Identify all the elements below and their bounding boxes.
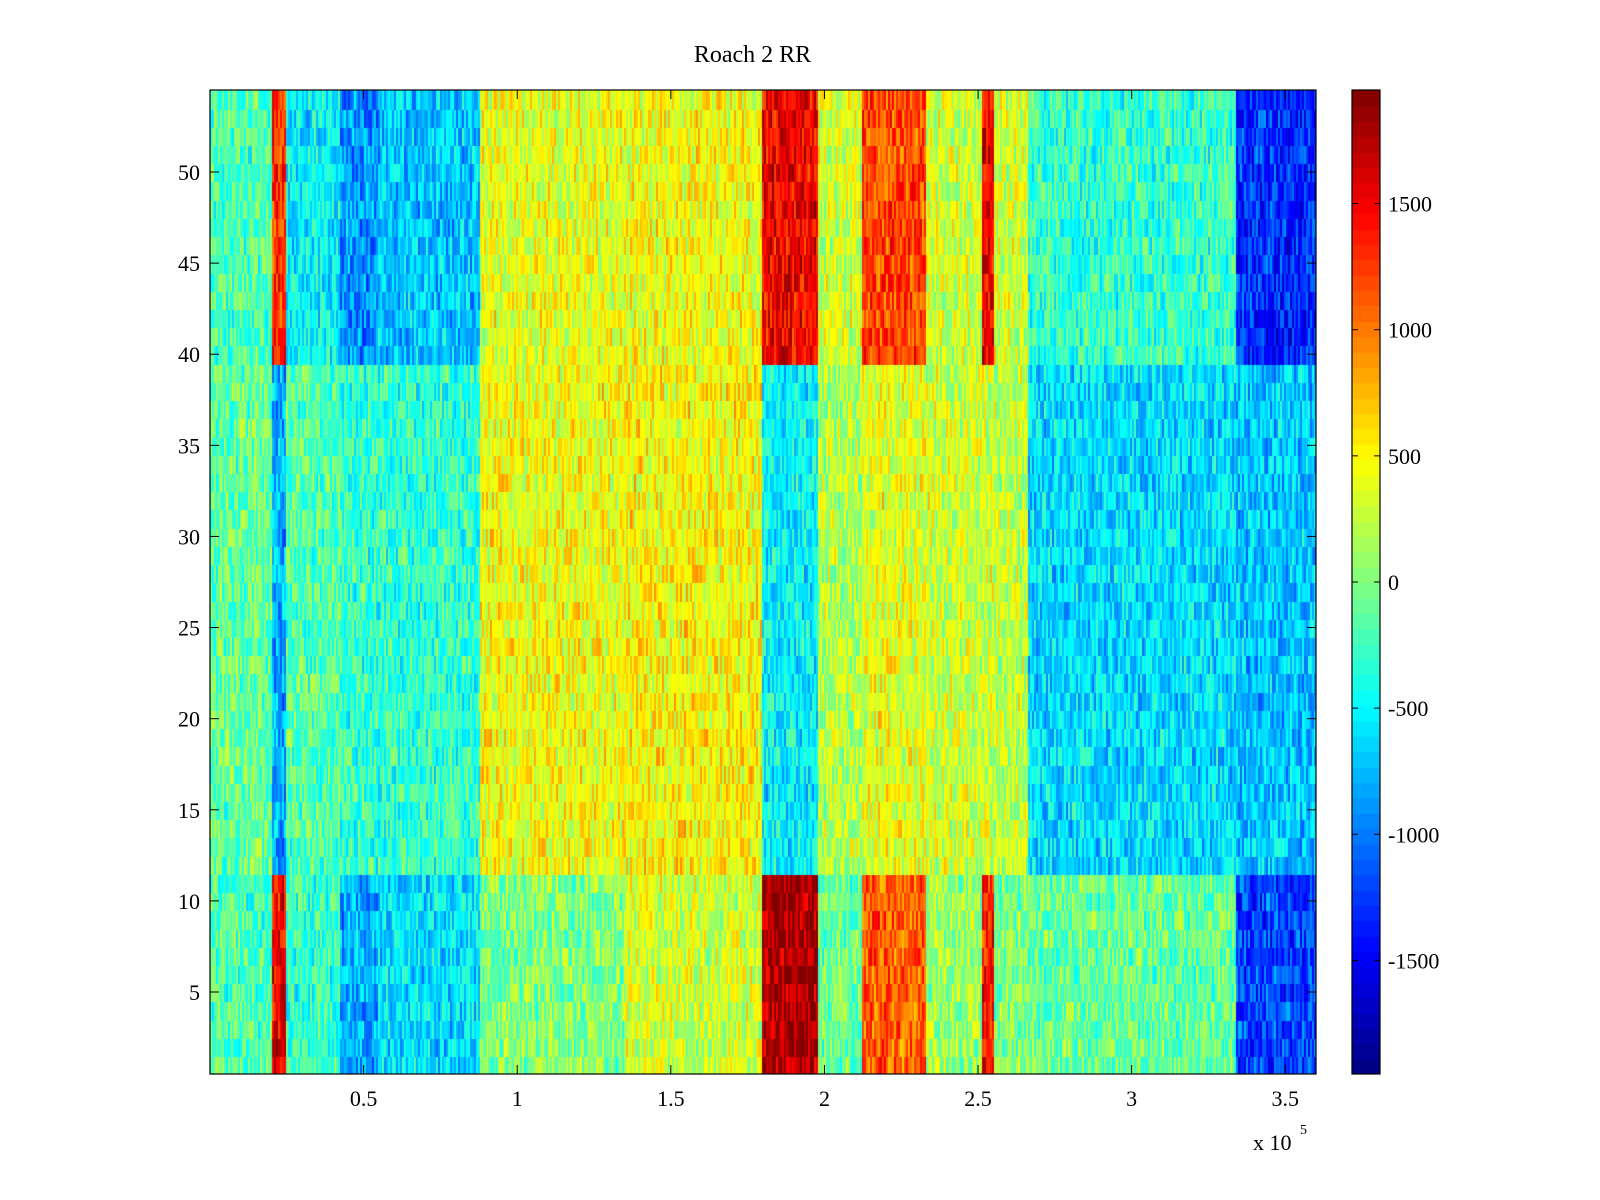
y-axis: 5 10 15 20 25 30 35 40 45 50 (178, 160, 1316, 1005)
x-tick-label: 3 (1126, 1086, 1137, 1111)
y-tick-label: 35 (178, 433, 200, 458)
colorbar-tick-label: -1000 (1388, 822, 1439, 847)
colorbar-tick-label: -500 (1388, 696, 1428, 721)
y-tick-label: 15 (178, 798, 200, 823)
y-tick-label: 5 (189, 980, 200, 1005)
colorbar-tick-label: -1500 (1388, 948, 1439, 973)
y-tick-label: 40 (178, 342, 200, 367)
chart-title: Roach 2 RR (693, 42, 812, 68)
colorbar-tick-label: 0 (1388, 570, 1399, 595)
x-axis: 0.5 1 1.5 2 2.5 3 3.5 (350, 90, 1299, 1111)
plot-frame (209, 89, 1317, 1075)
y-tick-label: 30 (178, 524, 200, 549)
colorbar-axis: -1500 -1000 -500 0 500 1000 1500 (1352, 192, 1439, 973)
x-tick-label: 1.5 (657, 1086, 685, 1111)
y-tick-label: 45 (178, 251, 200, 276)
x-tick-label: 2.5 (964, 1086, 992, 1111)
x-tick-label: 3.5 (1272, 1086, 1300, 1111)
x-tick-label: 0.5 (350, 1086, 378, 1111)
y-tick-label: 10 (178, 889, 200, 914)
colorbar-tick-label: 1000 (1388, 318, 1432, 343)
x-multiplier-label: x 10 (1253, 1130, 1292, 1155)
y-tick-label: 50 (178, 160, 200, 185)
heatmap-image (210, 90, 1316, 1074)
x-multiplier-exponent: 5 (1300, 1123, 1307, 1138)
x-tick-label: 1 (512, 1086, 523, 1111)
y-tick-label: 20 (178, 707, 200, 732)
x-tick-label: 2 (819, 1086, 830, 1111)
colorbar-tick-label: 1500 (1388, 192, 1432, 217)
colorbar-tick-label: 500 (1388, 444, 1421, 469)
y-tick-label: 25 (178, 616, 200, 641)
